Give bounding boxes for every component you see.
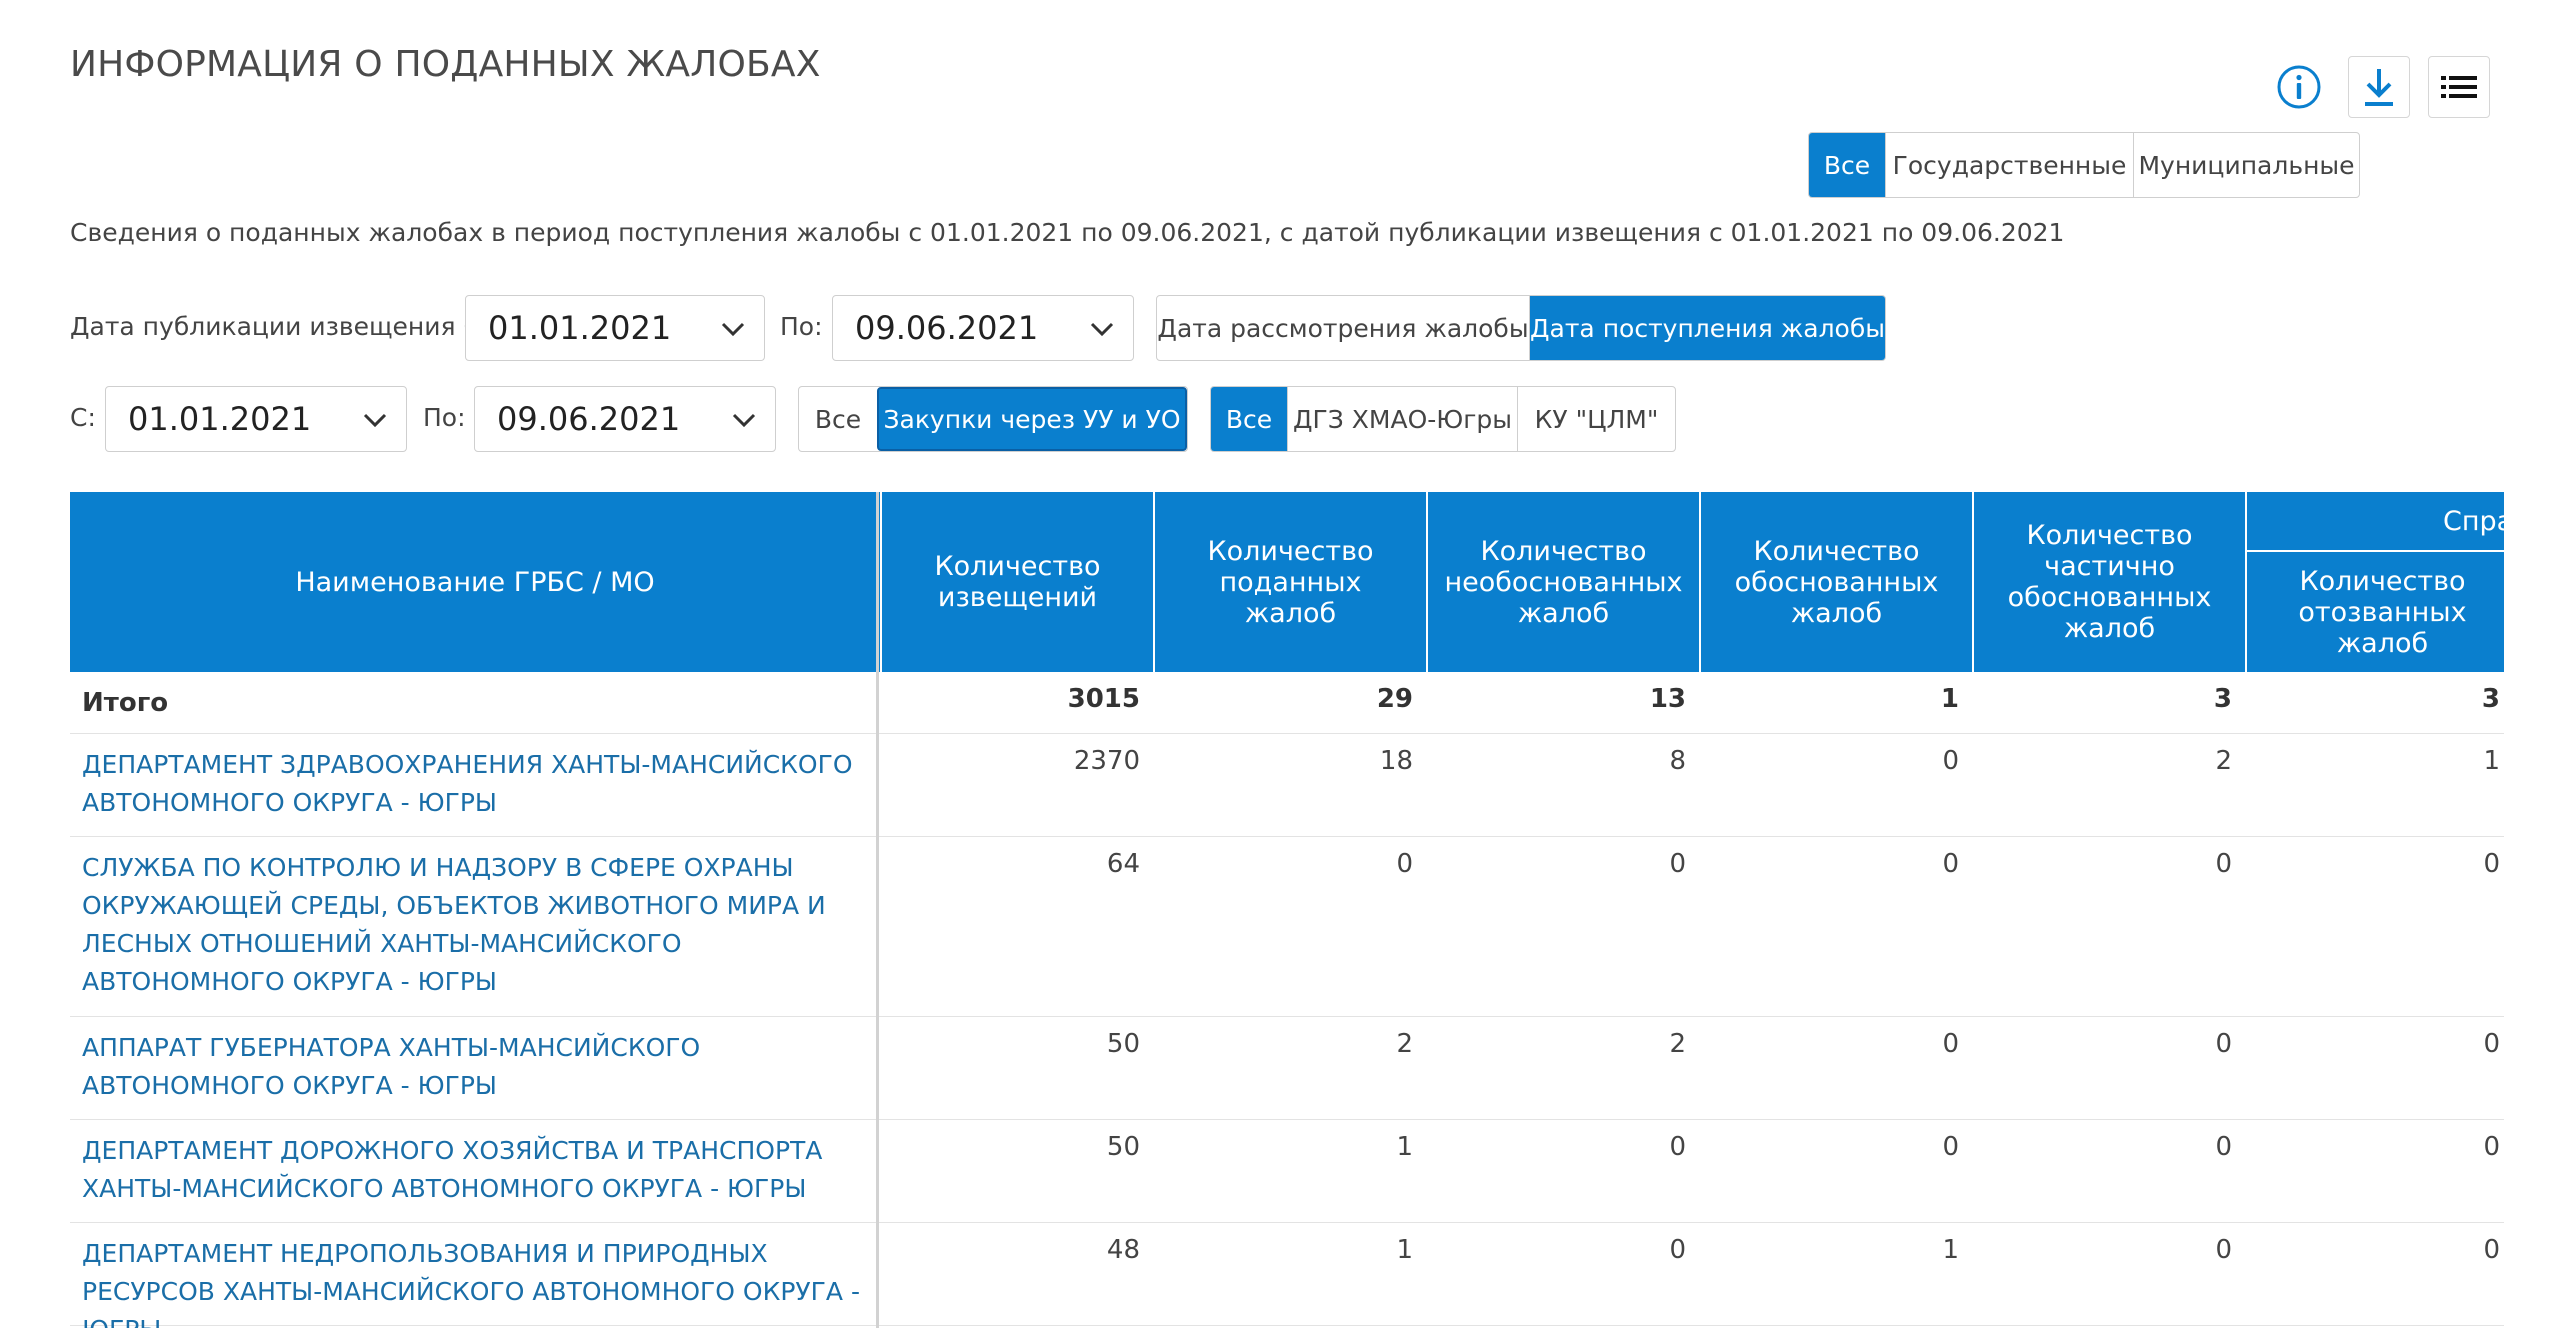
publication-to-select[interactable]: 09.06.2021 bbox=[832, 295, 1134, 361]
chevron-down-icon bbox=[732, 413, 756, 428]
period-from-select[interactable]: 01.01.2021 bbox=[105, 386, 407, 452]
chevron-down-icon bbox=[363, 413, 387, 428]
publication-to-value: 09.06.2021 bbox=[855, 309, 1039, 347]
customer-option-culm[interactable]: КУ "ЦЛМ" bbox=[1517, 387, 1675, 451]
date-type-filter: Дата рассмотрения жалобы Дата поступлени… bbox=[1156, 295, 1886, 361]
cell-unfounded: 2 bbox=[1669, 1029, 1686, 1059]
table-row: СЛУЖБА ПО КОНТРОЛЮ И НАДЗОРУ В СФЕРЕ ОХР… bbox=[70, 837, 2504, 1017]
cell-founded: 0 bbox=[1942, 746, 1959, 776]
cell-withdrawn: 0 bbox=[2483, 849, 2500, 879]
publication-from-value: 01.01.2021 bbox=[488, 309, 672, 347]
cell-unfounded: 0 bbox=[1669, 1132, 1686, 1162]
cell-founded: 1 bbox=[1940, 684, 1959, 714]
info-icon bbox=[2277, 65, 2321, 109]
cell-founded: 0 bbox=[1942, 1132, 1959, 1162]
customer-option-all[interactable]: Все bbox=[1211, 387, 1287, 451]
date-type-review[interactable]: Дата рассмотрения жалобы bbox=[1157, 313, 1529, 343]
cell-filed: 0 bbox=[1396, 849, 1413, 879]
row-name-link[interactable]: СЛУЖБА ПО КОНТРОЛЮ И НАДЗОРУ В СФЕРЕ ОХР… bbox=[82, 853, 826, 996]
row-name-link[interactable]: ДЕПАРТАМЕНТ ДОРОЖНОГО ХОЗЯЙСТВА И ТРАНСП… bbox=[82, 1136, 823, 1203]
cell-partially-founded: 3 bbox=[2213, 684, 2232, 714]
cell-partially-founded: 2 bbox=[2215, 746, 2232, 776]
cell-founded: 1 bbox=[1942, 1235, 1959, 1265]
cell-withdrawn: 3 bbox=[2481, 684, 2500, 714]
complaints-table: Наименование ГРБС / МО Количество извеще… bbox=[70, 492, 2504, 1328]
owner-option-all[interactable]: Все bbox=[1809, 133, 1885, 197]
cell-founded: 0 bbox=[1942, 1029, 1959, 1059]
column-header-name[interactable]: Наименование ГРБС / МО bbox=[295, 566, 655, 598]
cell-filed: 1 bbox=[1396, 1132, 1413, 1162]
column-list-button[interactable] bbox=[2428, 56, 2490, 118]
cell-withdrawn: 0 bbox=[2483, 1029, 2500, 1059]
date-type-receipt[interactable]: Дата поступления жалобы bbox=[1529, 296, 1885, 360]
cell-notices: 2370 bbox=[1073, 746, 1140, 776]
cell-filed: 18 bbox=[1379, 746, 1413, 776]
period-from-value: 01.01.2021 bbox=[128, 400, 312, 438]
table-row: ДЕПАРТАМЕНТ ЗДРАВООХРАНЕНИЯ ХАНТЫ-МАНСИЙ… bbox=[70, 734, 2504, 837]
period-to-select[interactable]: 09.06.2021 bbox=[474, 386, 776, 452]
report-description: Сведения о поданных жалобах в период пос… bbox=[70, 218, 2065, 247]
download-icon bbox=[2365, 69, 2393, 106]
cell-partially-founded: 0 bbox=[2215, 1029, 2232, 1059]
publication-to-label: По: bbox=[780, 312, 823, 341]
procurement-filter: Все Закупки через УУ и УО bbox=[798, 386, 1188, 452]
row-name-link[interactable]: АППАРАТ ГУБЕРНАТОРА ХАНТЫ-МАНСИЙСКОГО АВ… bbox=[82, 1033, 701, 1100]
cell-founded: 0 bbox=[1942, 849, 1959, 879]
cell-notices: 64 bbox=[1106, 849, 1140, 879]
cell-filed: 2 bbox=[1396, 1029, 1413, 1059]
publication-from-label: Дата публикации извещения С: bbox=[70, 312, 490, 341]
row-name-link[interactable]: ДЕПАРТАМЕНТ ЗДРАВООХРАНЕНИЯ ХАНТЫ-МАНСИЙ… bbox=[82, 750, 853, 817]
publication-from-select[interactable]: 01.01.2021 bbox=[465, 295, 765, 361]
column-header-filed[interactable]: Количество поданных жалоб bbox=[1153, 492, 1426, 672]
cell-unfounded: 8 bbox=[1669, 746, 1686, 776]
owner-option-state[interactable]: Государственные bbox=[1885, 133, 2133, 197]
cell-filed: 29 bbox=[1376, 684, 1413, 714]
cell-notices: 50 bbox=[1106, 1029, 1140, 1059]
row-name: Итого bbox=[82, 688, 169, 718]
period-from-label: С: bbox=[70, 403, 96, 432]
table-header: Наименование ГРБС / МО Количество извеще… bbox=[70, 492, 2504, 672]
column-header-unfounded[interactable]: Количество необоснованных жалоб bbox=[1426, 492, 1699, 672]
customer-filter: Все ДГЗ ХМАО-Югры КУ "ЦЛМ" bbox=[1210, 386, 1676, 452]
column-header-notices[interactable]: Количество извещений bbox=[880, 492, 1153, 672]
chevron-down-icon bbox=[1090, 322, 1114, 337]
page-title: ИНФОРМАЦИЯ О ПОДАННЫХ ЖАЛОБАХ bbox=[70, 44, 821, 85]
procurement-option-all[interactable]: Все bbox=[814, 404, 862, 434]
customer-option-dgz[interactable]: ДГЗ ХМАО-Югры bbox=[1287, 387, 1517, 451]
column-header-founded[interactable]: Количество обоснованных жалоб bbox=[1699, 492, 1972, 672]
column-header-withdrawn[interactable]: Количество отозванных жалоб bbox=[2245, 552, 2504, 672]
cell-notices: 50 bbox=[1106, 1132, 1140, 1162]
procurement-option-managed[interactable]: Закупки через УУ и УО bbox=[877, 387, 1187, 451]
cell-filed: 1 bbox=[1396, 1235, 1413, 1265]
column-group-header: Справ bbox=[2245, 492, 2504, 552]
period-to-value: 09.06.2021 bbox=[497, 400, 681, 438]
cell-notices: 48 bbox=[1106, 1235, 1140, 1265]
column-header-partially-founded[interactable]: Количество частично обоснованных жалоб bbox=[1972, 492, 2245, 672]
cell-partially-founded: 0 bbox=[2215, 1235, 2232, 1265]
chevron-down-icon bbox=[721, 322, 745, 337]
cell-unfounded: 0 bbox=[1669, 849, 1686, 879]
cell-withdrawn: 0 bbox=[2483, 1235, 2500, 1265]
owner-filter: Все Государственные Муниципальные bbox=[1808, 132, 2360, 198]
table-row: ДЕПАРТАМЕНТ НЕДРОПОЛЬЗОВАНИЯ И ПРИРОДНЫХ… bbox=[70, 1223, 2504, 1328]
cell-partially-founded: 0 bbox=[2215, 849, 2232, 879]
frozen-column-divider[interactable] bbox=[876, 492, 879, 1328]
row-name-link[interactable]: ДЕПАРТАМЕНТ НЕДРОПОЛЬЗОВАНИЯ И ПРИРОДНЫХ… bbox=[82, 1239, 860, 1328]
table-row-total: Итого 3015 29 13 1 3 3 bbox=[70, 672, 2504, 734]
cell-notices: 3015 bbox=[1067, 684, 1140, 714]
cell-partially-founded: 0 bbox=[2215, 1132, 2232, 1162]
cell-withdrawn: 1 bbox=[2483, 746, 2500, 776]
download-button[interactable] bbox=[2348, 56, 2410, 118]
table-row: АППАРАТ ГУБЕРНАТОРА ХАНТЫ-МАНСИЙСКОГО АВ… bbox=[70, 1017, 2504, 1120]
cell-unfounded: 0 bbox=[1669, 1235, 1686, 1265]
list-icon bbox=[2441, 76, 2477, 98]
period-to-label: По: bbox=[423, 403, 466, 432]
table-row: ДЕПАРТАМЕНТ ДОРОЖНОГО ХОЗЯЙСТВА И ТРАНСП… bbox=[70, 1120, 2504, 1223]
owner-option-municipal[interactable]: Муниципальные bbox=[2133, 133, 2359, 197]
info-button[interactable] bbox=[2268, 56, 2330, 118]
cell-unfounded: 13 bbox=[1649, 684, 1686, 714]
cell-withdrawn: 0 bbox=[2483, 1132, 2500, 1162]
